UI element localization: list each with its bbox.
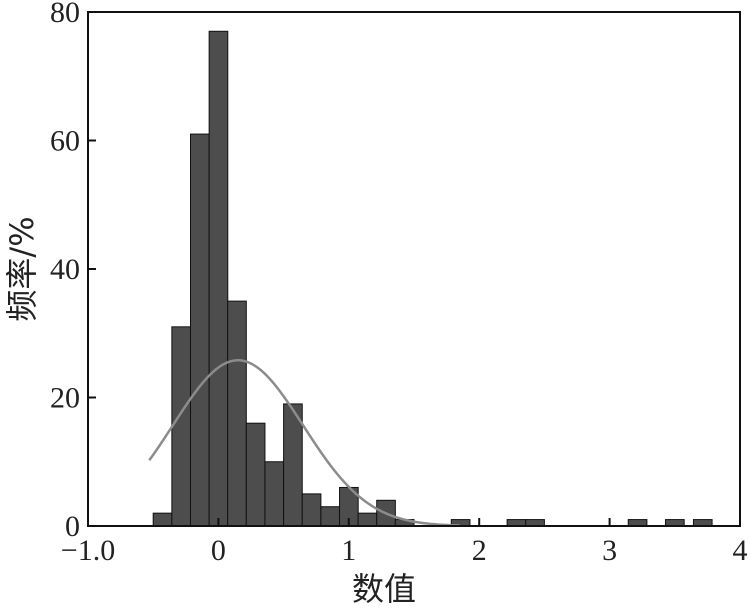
x-tick-label: −1.0: [61, 534, 115, 567]
y-tick-label: 0: [65, 510, 80, 543]
y-axis-ticks: 0 20 40 60 80: [50, 0, 96, 543]
x-axis-label: 数值: [352, 570, 416, 608]
x-tick-label: 1: [341, 534, 356, 567]
histogram-bar: [283, 403, 303, 527]
histogram-bar: [152, 512, 173, 527]
y-tick-label: 40: [50, 253, 80, 286]
histogram-bar: [357, 512, 378, 527]
x-tick-label: 0: [211, 534, 226, 567]
y-tick-label: 60: [50, 125, 80, 158]
x-tick-label: 2: [472, 534, 487, 567]
histogram-bar: [171, 326, 191, 527]
histogram-bar: [189, 133, 210, 527]
histogram-bar: [208, 30, 229, 527]
histogram-bar: [301, 493, 322, 527]
histogram-bars: [152, 30, 713, 527]
y-tick-label: 80: [50, 0, 80, 29]
normal-fit-curve: [148, 358, 460, 527]
histogram-bar: [320, 506, 341, 527]
histogram-bar: [264, 461, 285, 527]
x-tick-label: 3: [602, 534, 617, 567]
x-tick-label: 4: [733, 534, 748, 567]
x-axis-ticks: −1.0 0 1 2 3 4: [61, 518, 748, 567]
y-tick-label: 20: [50, 382, 80, 415]
histogram-bar: [227, 300, 247, 527]
y-axis-label: 频率/%: [3, 216, 41, 321]
histogram-bar: [245, 422, 266, 527]
